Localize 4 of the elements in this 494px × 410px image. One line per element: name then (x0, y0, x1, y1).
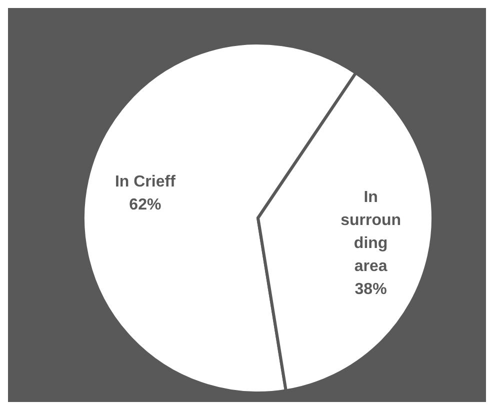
data-label: 62% (129, 196, 162, 214)
slice-label: In surrounding area (340, 188, 402, 274)
slice-label: In Crieff (114, 173, 176, 190)
data-label: 38% (354, 280, 387, 298)
